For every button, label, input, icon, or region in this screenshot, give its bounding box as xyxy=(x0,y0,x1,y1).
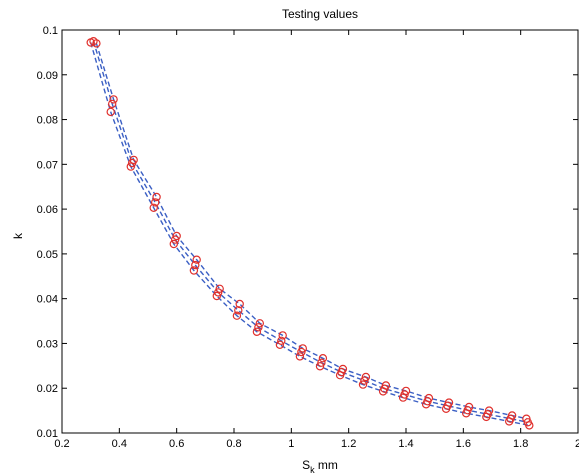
data-point xyxy=(424,393,434,403)
x-tick-label: 0.8 xyxy=(226,438,241,450)
data-point xyxy=(234,306,243,315)
chart-title: Testing values xyxy=(282,7,358,21)
x-tick-label: 1.2 xyxy=(341,438,356,450)
y-tick-label: 0.03 xyxy=(37,338,58,350)
data-point xyxy=(107,99,117,109)
data-point xyxy=(444,398,454,407)
data-point xyxy=(254,323,263,332)
data-point xyxy=(235,299,244,309)
x-tick-label: 1.8 xyxy=(513,438,528,450)
data-point xyxy=(483,410,492,419)
data-point xyxy=(401,386,411,396)
data-point xyxy=(232,311,242,320)
series-line xyxy=(95,43,527,420)
y-tick-label: 0.1 xyxy=(43,25,58,37)
data-point xyxy=(484,406,494,415)
data-point xyxy=(358,380,368,389)
data-point xyxy=(215,284,224,293)
data-point xyxy=(400,390,409,399)
y-tick-label: 0.04 xyxy=(37,294,58,306)
x-tick-label: 1 xyxy=(288,438,294,450)
data-point xyxy=(507,411,517,420)
data-point xyxy=(255,319,264,328)
series-line xyxy=(90,42,530,427)
data-point xyxy=(277,336,286,345)
data-point xyxy=(106,107,115,117)
x-axis-title-main: S xyxy=(302,458,310,472)
x-tick-label: 0.6 xyxy=(169,438,184,450)
data-point xyxy=(252,327,262,336)
y-tick-label: 0.05 xyxy=(37,249,58,261)
data-point xyxy=(169,239,178,249)
data-point xyxy=(275,340,285,349)
data-point xyxy=(381,381,391,390)
y-axis-title: k xyxy=(11,232,25,239)
y-tick-label: 0.09 xyxy=(37,70,58,82)
x-tick-label: 0.4 xyxy=(112,438,127,450)
data-point xyxy=(192,255,201,264)
x-tick-label: 1.6 xyxy=(456,438,471,450)
data-point xyxy=(317,358,326,367)
plot-frame xyxy=(61,29,579,434)
ticks-layer: 0.2 0.4 0.6 0.8 1 1.2 1.4 1.6 1.8 2 0.01 0.02 0.03 0.… xyxy=(37,25,579,450)
data-point xyxy=(191,260,200,270)
x-axis-title: Sk mm xyxy=(302,458,338,475)
data-point xyxy=(522,414,531,423)
x-axis-title-subscript: k xyxy=(310,465,315,475)
data-point xyxy=(361,372,371,382)
data-point xyxy=(129,155,138,165)
data-point xyxy=(523,418,533,427)
data-point xyxy=(315,362,325,371)
x-tick-label: 1.4 xyxy=(398,438,413,450)
y-tick-label: 0.08 xyxy=(37,115,58,127)
y-tick-label: 0.07 xyxy=(37,159,58,171)
data-point xyxy=(298,344,307,353)
data-point xyxy=(92,39,101,48)
x-tick-label: 0.2 xyxy=(54,438,69,450)
data-point xyxy=(189,266,199,275)
data-point xyxy=(150,198,160,207)
series-line xyxy=(92,40,528,423)
data-point xyxy=(278,331,287,340)
y-tick-label: 0.06 xyxy=(37,204,58,216)
data-point xyxy=(212,291,221,301)
data-point xyxy=(126,162,136,171)
data-point xyxy=(318,354,328,363)
y-tick-label: 0.02 xyxy=(37,383,58,395)
series-layer xyxy=(86,37,534,430)
plot-background xyxy=(62,30,578,433)
data-point xyxy=(152,192,161,202)
data-point xyxy=(464,402,474,412)
data-point xyxy=(338,364,348,374)
y-tick-label: 0.01 xyxy=(37,428,58,440)
data-point xyxy=(297,347,306,357)
data-point xyxy=(149,203,158,212)
x-tick-label: 2 xyxy=(575,438,579,450)
data-point xyxy=(295,352,305,361)
data-point xyxy=(109,95,118,104)
data-point xyxy=(172,231,181,241)
x-axis-title-suffix: mm xyxy=(315,458,338,472)
